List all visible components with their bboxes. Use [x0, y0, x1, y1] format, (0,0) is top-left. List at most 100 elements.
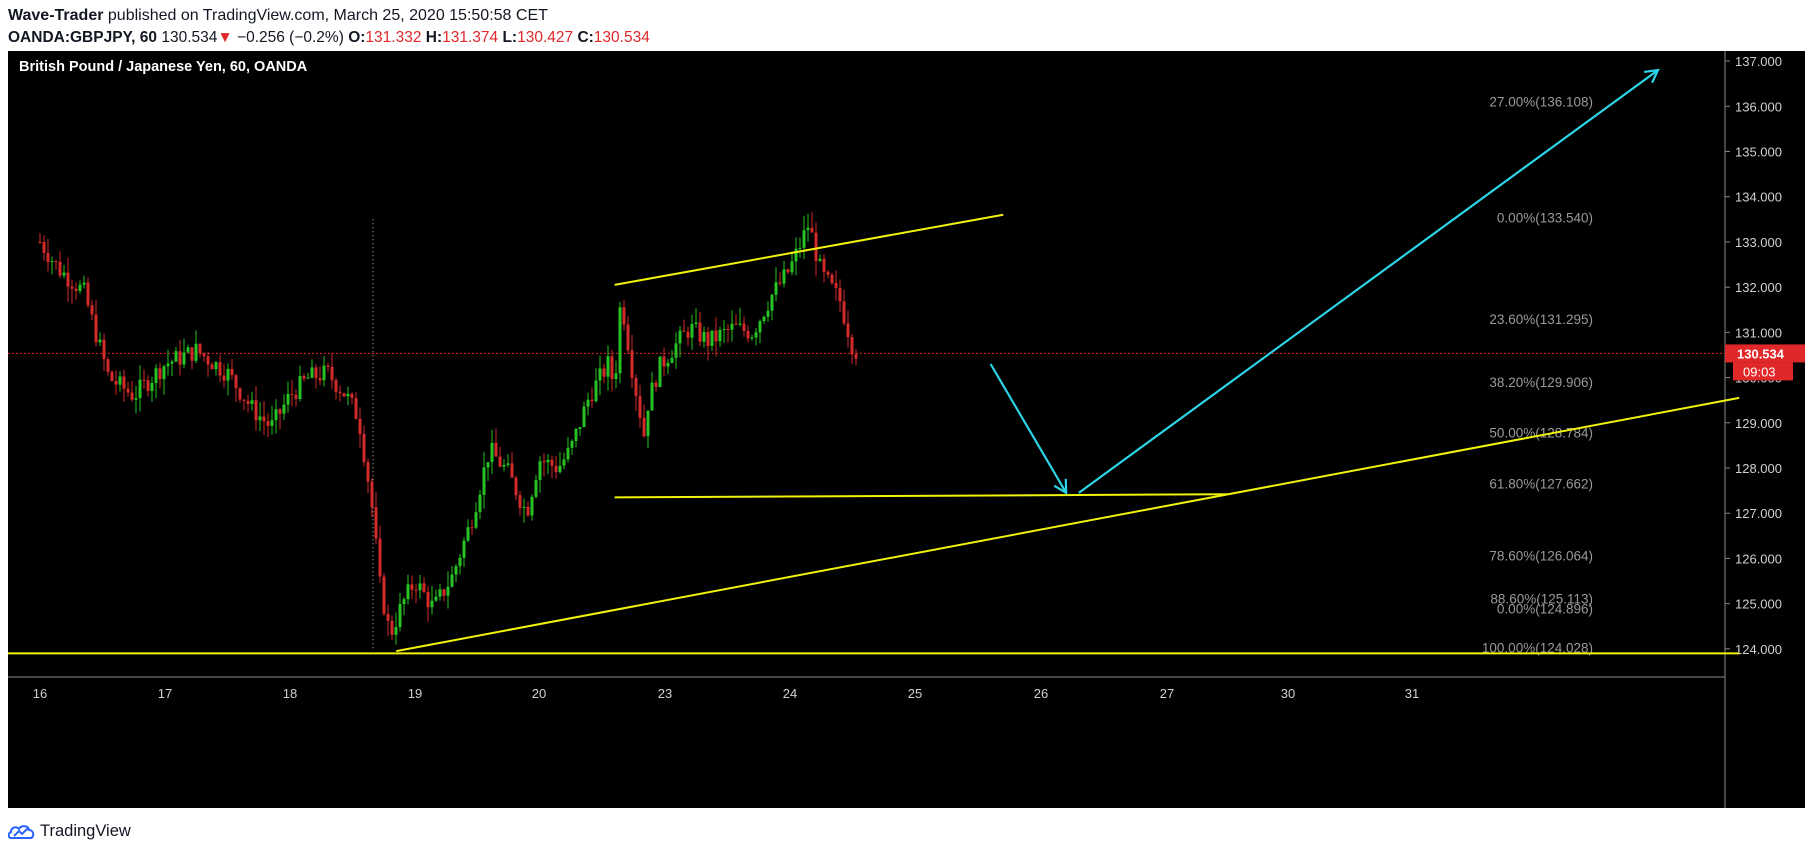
- price-tick-label: 128.000: [1735, 461, 1782, 476]
- time-tick-label: 25: [908, 686, 922, 701]
- candle-body: [146, 380, 150, 391]
- candle-body: [442, 589, 446, 596]
- trendline-base[interactable]: [614, 493, 1228, 499]
- candle-body: [278, 409, 282, 414]
- candle-body: [818, 258, 822, 261]
- candle-body: [670, 357, 674, 363]
- candle-body: [214, 362, 218, 370]
- candle-body: [550, 459, 554, 466]
- price-change: −0.256 (−0.2%): [237, 29, 344, 46]
- arrowhead-icon: [1053, 478, 1068, 495]
- chart-pane[interactable]: British Pound / Japanese Yen, 60, OANDA …: [0, 51, 1805, 808]
- trendline-channel-top[interactable]: [614, 213, 1004, 286]
- candle-body: [510, 463, 514, 478]
- candle-body: [50, 261, 54, 263]
- candle-body: [74, 288, 78, 291]
- price-chart[interactable]: British Pound / Japanese Yen, 60, OANDA …: [0, 51, 1805, 808]
- candle-body: [174, 351, 178, 362]
- candle-body: [530, 496, 534, 516]
- candle-body: [726, 328, 730, 330]
- candle-body: [418, 583, 422, 591]
- candle-body: [518, 495, 522, 508]
- price-tick-label: 135.000: [1735, 144, 1782, 159]
- candle-body: [438, 589, 442, 597]
- candle-body: [786, 269, 790, 273]
- tradingview-brand[interactable]: TradingView: [40, 822, 131, 840]
- candle-body: [378, 538, 382, 577]
- candle-body: [446, 586, 450, 596]
- candle-body: [138, 379, 142, 399]
- open-label: O:: [348, 29, 366, 46]
- candle-body: [462, 540, 466, 558]
- candle-body: [534, 479, 538, 497]
- candle-body: [802, 230, 806, 248]
- candle-body: [206, 356, 210, 365]
- candle-body: [358, 418, 362, 434]
- projection-arrow[interactable]: [989, 363, 1068, 494]
- candle-body: [354, 397, 358, 419]
- candle-body: [350, 393, 354, 398]
- time-tick-label: 26: [1034, 686, 1048, 701]
- candle-body: [122, 376, 126, 389]
- candle-body: [698, 322, 702, 342]
- time-tick-label: 20: [532, 686, 546, 701]
- candle-body: [594, 380, 598, 402]
- candle-body: [226, 368, 230, 381]
- trendline-trend[interactable]: [396, 396, 1740, 653]
- close-value: 130.534: [593, 29, 650, 46]
- candle-body: [694, 322, 698, 325]
- candle-body: [718, 329, 722, 342]
- candle-body: [370, 481, 374, 508]
- candle-body: [86, 282, 90, 306]
- candle-body: [158, 368, 162, 380]
- candle-body: [290, 393, 294, 395]
- candle-body: [258, 416, 262, 421]
- candle-body: [274, 409, 278, 421]
- candle-body: [738, 323, 742, 325]
- candle-body: [130, 392, 134, 400]
- fib-level-label: 0.00%(124.896): [1497, 601, 1593, 616]
- candle-body: [322, 365, 326, 381]
- candle-body: [598, 368, 602, 381]
- candle-body: [54, 261, 58, 263]
- time-tick-label: 31: [1405, 686, 1419, 701]
- candle-body: [366, 462, 370, 482]
- candle-body: [474, 512, 478, 528]
- candle-body: [722, 328, 726, 330]
- candle-body: [42, 242, 46, 253]
- candle-body: [622, 307, 626, 325]
- time-tick-label: 19: [408, 686, 422, 701]
- projection-arrow[interactable]: [1078, 69, 1659, 494]
- candle-body: [106, 359, 110, 372]
- time-tick-label: 24: [783, 686, 797, 701]
- candle-body: [782, 269, 786, 284]
- candle-body: [506, 463, 510, 466]
- candle-body: [586, 399, 590, 407]
- candle-body: [746, 330, 750, 339]
- candle-body: [574, 428, 578, 441]
- symbol-name[interactable]: OANDA:GBPJPY, 60: [8, 29, 158, 46]
- candle-body: [126, 388, 130, 393]
- candle-body: [170, 361, 174, 364]
- price-tick-label: 131.000: [1735, 325, 1782, 340]
- author-name[interactable]: Wave-Trader: [8, 7, 104, 24]
- candle-body: [810, 227, 814, 233]
- candle-body: [702, 331, 706, 342]
- candle-body: [314, 367, 318, 379]
- candle-body: [690, 324, 694, 338]
- candle-body: [794, 248, 798, 262]
- candle-body: [182, 352, 186, 365]
- candle-body: [806, 227, 810, 231]
- candle-body: [46, 252, 50, 263]
- candle-body: [626, 324, 630, 351]
- high-label: H:: [425, 29, 443, 46]
- candle-body: [838, 287, 842, 302]
- fib-level-label: 23.60%(131.295): [1489, 312, 1593, 327]
- time-tick-label: 30: [1281, 686, 1295, 701]
- candle-body: [730, 323, 734, 330]
- candle-body: [414, 589, 418, 591]
- candle-body: [234, 375, 238, 389]
- candle-body: [834, 283, 838, 288]
- candle-body: [38, 241, 42, 243]
- candle-body: [618, 307, 622, 374]
